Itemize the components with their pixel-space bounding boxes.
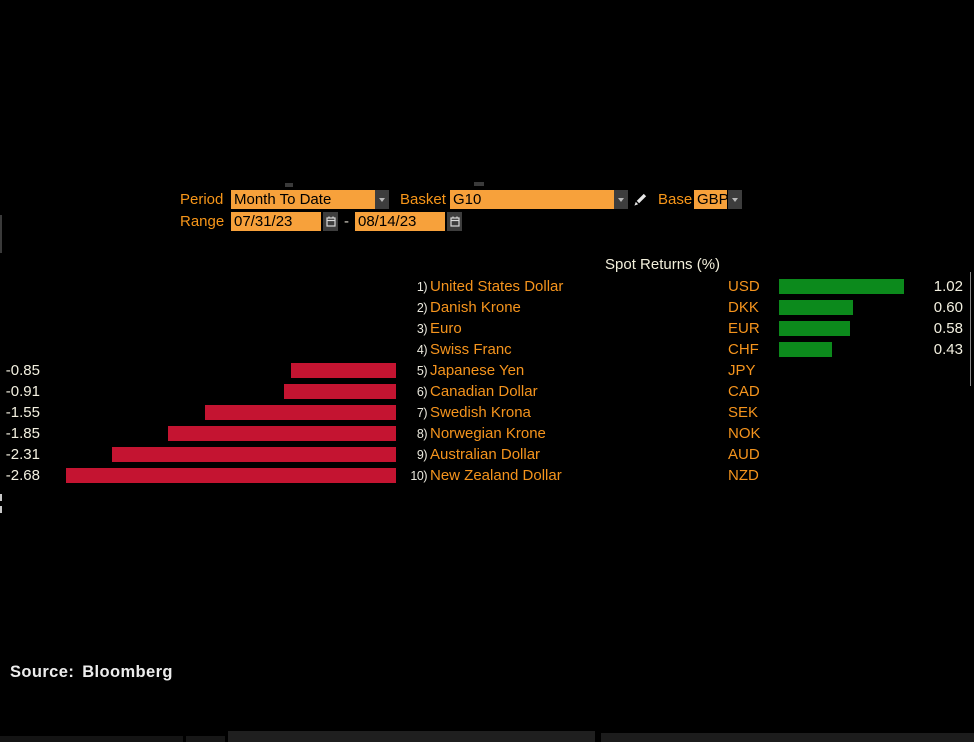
statusbar-segment [0, 736, 183, 742]
rank-label: 10) [410, 469, 427, 483]
period-label: Period [180, 191, 224, 208]
base-select[interactable]: GBP [694, 190, 727, 209]
value-label-sek: -1.55 [5, 404, 40, 421]
currency-code-cad: CAD [728, 383, 760, 400]
left-edge-fragment [0, 494, 2, 501]
window-chrome-artifact [474, 182, 484, 186]
currency-code-aud: AUD [728, 446, 760, 463]
range-label: Range [180, 213, 225, 230]
triangle-down-icon [732, 197, 738, 202]
value-label-eur: 0.58 [933, 320, 963, 337]
value-label-cad: -0.91 [5, 383, 40, 400]
value-label-jpy: -0.85 [5, 362, 40, 379]
range-separator: - [344, 213, 349, 230]
rank-label: 4) [416, 343, 428, 357]
bar-sek [205, 405, 396, 420]
rank-label: 7) [416, 406, 428, 420]
range-start-input[interactable]: 07/31/23 [231, 212, 321, 231]
value-label-dkk: 0.60 [933, 299, 963, 316]
currency-code-eur: EUR [728, 320, 760, 337]
value-label-nzd: -2.68 [5, 467, 40, 484]
calendar-icon [449, 216, 460, 227]
bar-eur [779, 321, 850, 336]
currency-code-sek: SEK [728, 404, 759, 421]
statusbar-segment [186, 736, 225, 742]
source-credit: Source: Bloomberg [10, 663, 173, 681]
window-chrome-artifact [285, 183, 293, 187]
left-edge-fragment [0, 506, 2, 513]
bar-nok [168, 426, 396, 441]
currency-item-nzd[interactable]: 10) New Zealand Dollar [400, 467, 562, 485]
rank-label: 6) [416, 385, 428, 399]
left-axis-line [0, 215, 2, 253]
basket-dropdown-arrow-icon[interactable] [614, 190, 628, 209]
currency-code-nzd: NZD [728, 467, 759, 484]
rank-label: 5) [416, 364, 428, 378]
currency-item-chf[interactable]: 4) Swiss Franc [400, 341, 512, 359]
currency-item-sek[interactable]: 7) Swedish Krona [400, 404, 531, 422]
statusbar-segment[interactable] [228, 731, 595, 742]
value-label-usd: 1.02 [933, 278, 963, 295]
period-select[interactable]: Month To Date [231, 190, 375, 209]
bar-jpy [291, 363, 396, 378]
statusbar-segment[interactable] [601, 733, 974, 742]
currency-name: Danish Krone [430, 299, 521, 316]
currency-code-chf: CHF [728, 341, 759, 358]
range-end-input[interactable]: 08/14/23 [355, 212, 445, 231]
value-label-nok: -1.85 [5, 425, 40, 442]
basket-label: Basket [400, 191, 446, 208]
range-start-calendar-button[interactable] [323, 212, 338, 231]
currency-name: Swedish Krona [430, 404, 531, 421]
currency-name: Swiss Franc [430, 341, 512, 358]
currency-code-usd: USD [728, 278, 760, 295]
bar-nzd [66, 468, 396, 483]
currency-code-nok: NOK [728, 425, 761, 442]
currency-code-jpy: JPY [728, 362, 756, 379]
basket-select[interactable]: G10 [450, 190, 614, 209]
range-end-calendar-button[interactable] [447, 212, 462, 231]
currency-code-dkk: DKK [728, 299, 759, 316]
currency-item-nok[interactable]: 8) Norwegian Krone [400, 425, 546, 443]
calendar-icon [325, 216, 336, 227]
currency-name: Norwegian Krone [430, 425, 546, 442]
currency-name: Canadian Dollar [430, 383, 538, 400]
value-label-aud: -2.31 [5, 446, 40, 463]
pencil-icon [633, 193, 646, 206]
edit-basket-button[interactable] [632, 190, 648, 209]
bar-dkk [779, 300, 853, 315]
base-dropdown-arrow-icon[interactable] [728, 190, 742, 209]
triangle-down-icon [379, 197, 385, 202]
rank-label: 8) [416, 427, 428, 441]
period-dropdown-arrow-icon[interactable] [375, 190, 389, 209]
bar-aud [112, 447, 396, 462]
base-label: Base [658, 191, 693, 208]
currency-item-cad[interactable]: 6) Canadian Dollar [400, 383, 538, 401]
currency-item-jpy[interactable]: 5) Japanese Yen [400, 362, 524, 380]
bar-cad [284, 384, 396, 399]
triangle-down-icon [618, 197, 624, 202]
currency-name: Australian Dollar [430, 446, 541, 463]
currency-item-eur[interactable]: 3) Euro [400, 320, 462, 338]
currency-name: New Zealand Dollar [430, 467, 562, 484]
currency-name: Japanese Yen [430, 362, 525, 379]
value-label-chf: 0.43 [933, 341, 963, 358]
currency-item-usd[interactable]: 1) United States Dollar [400, 278, 564, 296]
bar-chf [779, 342, 832, 357]
bar-usd [779, 279, 904, 294]
currency-name: Euro [430, 320, 462, 337]
rank-label: 1) [416, 280, 428, 294]
currency-name: United States Dollar [430, 278, 564, 295]
rank-label: 9) [416, 448, 428, 462]
rank-label: 2) [416, 301, 428, 315]
chart-title: Spot Returns (%) [605, 256, 721, 273]
rank-label: 3) [416, 322, 428, 336]
currency-item-aud[interactable]: 9) Australian Dollar [400, 446, 540, 464]
currency-item-dkk[interactable]: 2) Danish Krone [400, 299, 521, 317]
right-axis-line [970, 272, 971, 386]
